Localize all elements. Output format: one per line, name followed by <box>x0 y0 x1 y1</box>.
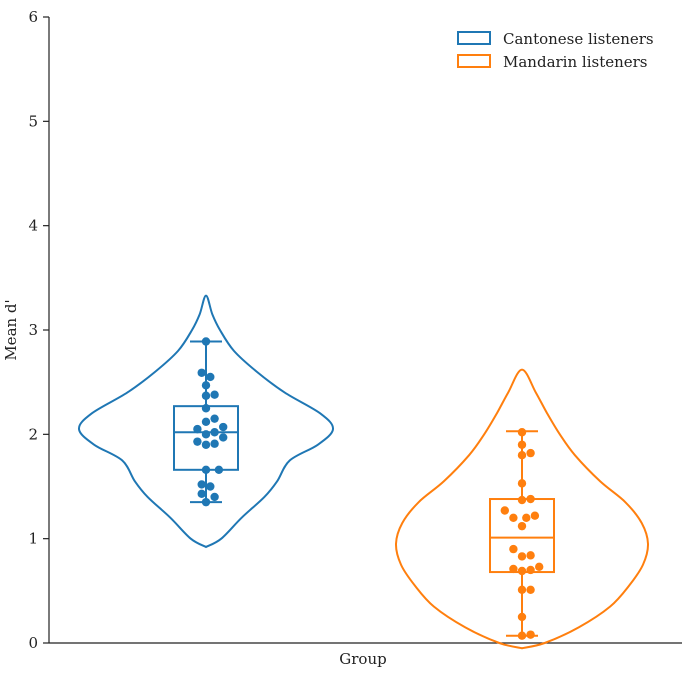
y-tick-label: 4 <box>28 217 38 235</box>
data-point <box>526 551 535 560</box>
data-point <box>526 585 535 594</box>
y-tick-label: 2 <box>28 425 38 443</box>
data-point <box>509 544 518 554</box>
data-point <box>201 430 211 439</box>
series-group-cantonese <box>78 294 334 549</box>
data-point <box>201 391 211 400</box>
data-point <box>206 372 215 382</box>
data-point <box>517 451 527 460</box>
data-point <box>517 479 527 488</box>
series-group-mandarin <box>394 368 650 650</box>
data-point <box>517 566 527 576</box>
data-point <box>509 564 518 574</box>
data-point <box>201 417 211 427</box>
data-point <box>201 337 211 346</box>
data-point <box>201 404 211 413</box>
legend-swatch <box>457 31 491 45</box>
data-point <box>517 631 527 640</box>
data-point <box>197 368 206 377</box>
data-point <box>210 492 219 502</box>
x-axis-title: Group <box>339 650 386 668</box>
data-point <box>193 437 202 446</box>
data-point <box>210 428 219 437</box>
data-point <box>219 422 228 432</box>
data-point <box>522 513 531 522</box>
plot-area <box>78 294 650 650</box>
data-point <box>201 465 211 475</box>
data-point <box>214 465 224 475</box>
data-point <box>517 440 527 449</box>
data-point <box>517 495 527 505</box>
data-point <box>201 440 211 449</box>
data-point <box>500 506 509 515</box>
data-point <box>526 448 535 458</box>
y-tick-label: 1 <box>28 530 38 548</box>
data-point <box>210 390 219 399</box>
data-point <box>517 521 527 531</box>
y-tick-label: 6 <box>28 8 38 26</box>
data-point <box>193 424 202 434</box>
y-tick-label: 5 <box>28 112 38 130</box>
data-point <box>517 428 527 437</box>
data-point <box>210 439 219 448</box>
legend: Cantonese listeners Mandarin listeners <box>457 30 654 71</box>
violin-outline <box>78 294 334 549</box>
legend-label: Cantonese listeners <box>503 30 654 48</box>
data-point <box>526 565 535 575</box>
y-axis-title: Mean d' <box>2 299 20 360</box>
violin-outline <box>394 368 650 650</box>
y-axis: 0 1 2 3 4 5 6 <box>28 8 682 652</box>
legend-label: Mandarin listeners <box>503 53 648 71</box>
data-point <box>517 612 527 622</box>
legend-swatch <box>457 54 491 68</box>
data-point <box>197 489 206 498</box>
data-point <box>526 494 535 504</box>
y-tick-label: 0 <box>28 634 38 652</box>
box-iqr <box>489 498 555 574</box>
data-point <box>201 381 211 390</box>
data-point <box>517 585 527 594</box>
data-point <box>517 552 527 561</box>
data-point <box>210 414 219 423</box>
y-tick-label: 3 <box>28 321 38 339</box>
data-point <box>219 433 228 442</box>
data-point <box>206 482 215 491</box>
data-point <box>530 511 540 520</box>
data-point <box>509 513 518 522</box>
data-point <box>201 497 211 507</box>
data-point <box>535 562 544 572</box>
data-point <box>197 480 206 489</box>
data-point <box>526 630 535 639</box>
